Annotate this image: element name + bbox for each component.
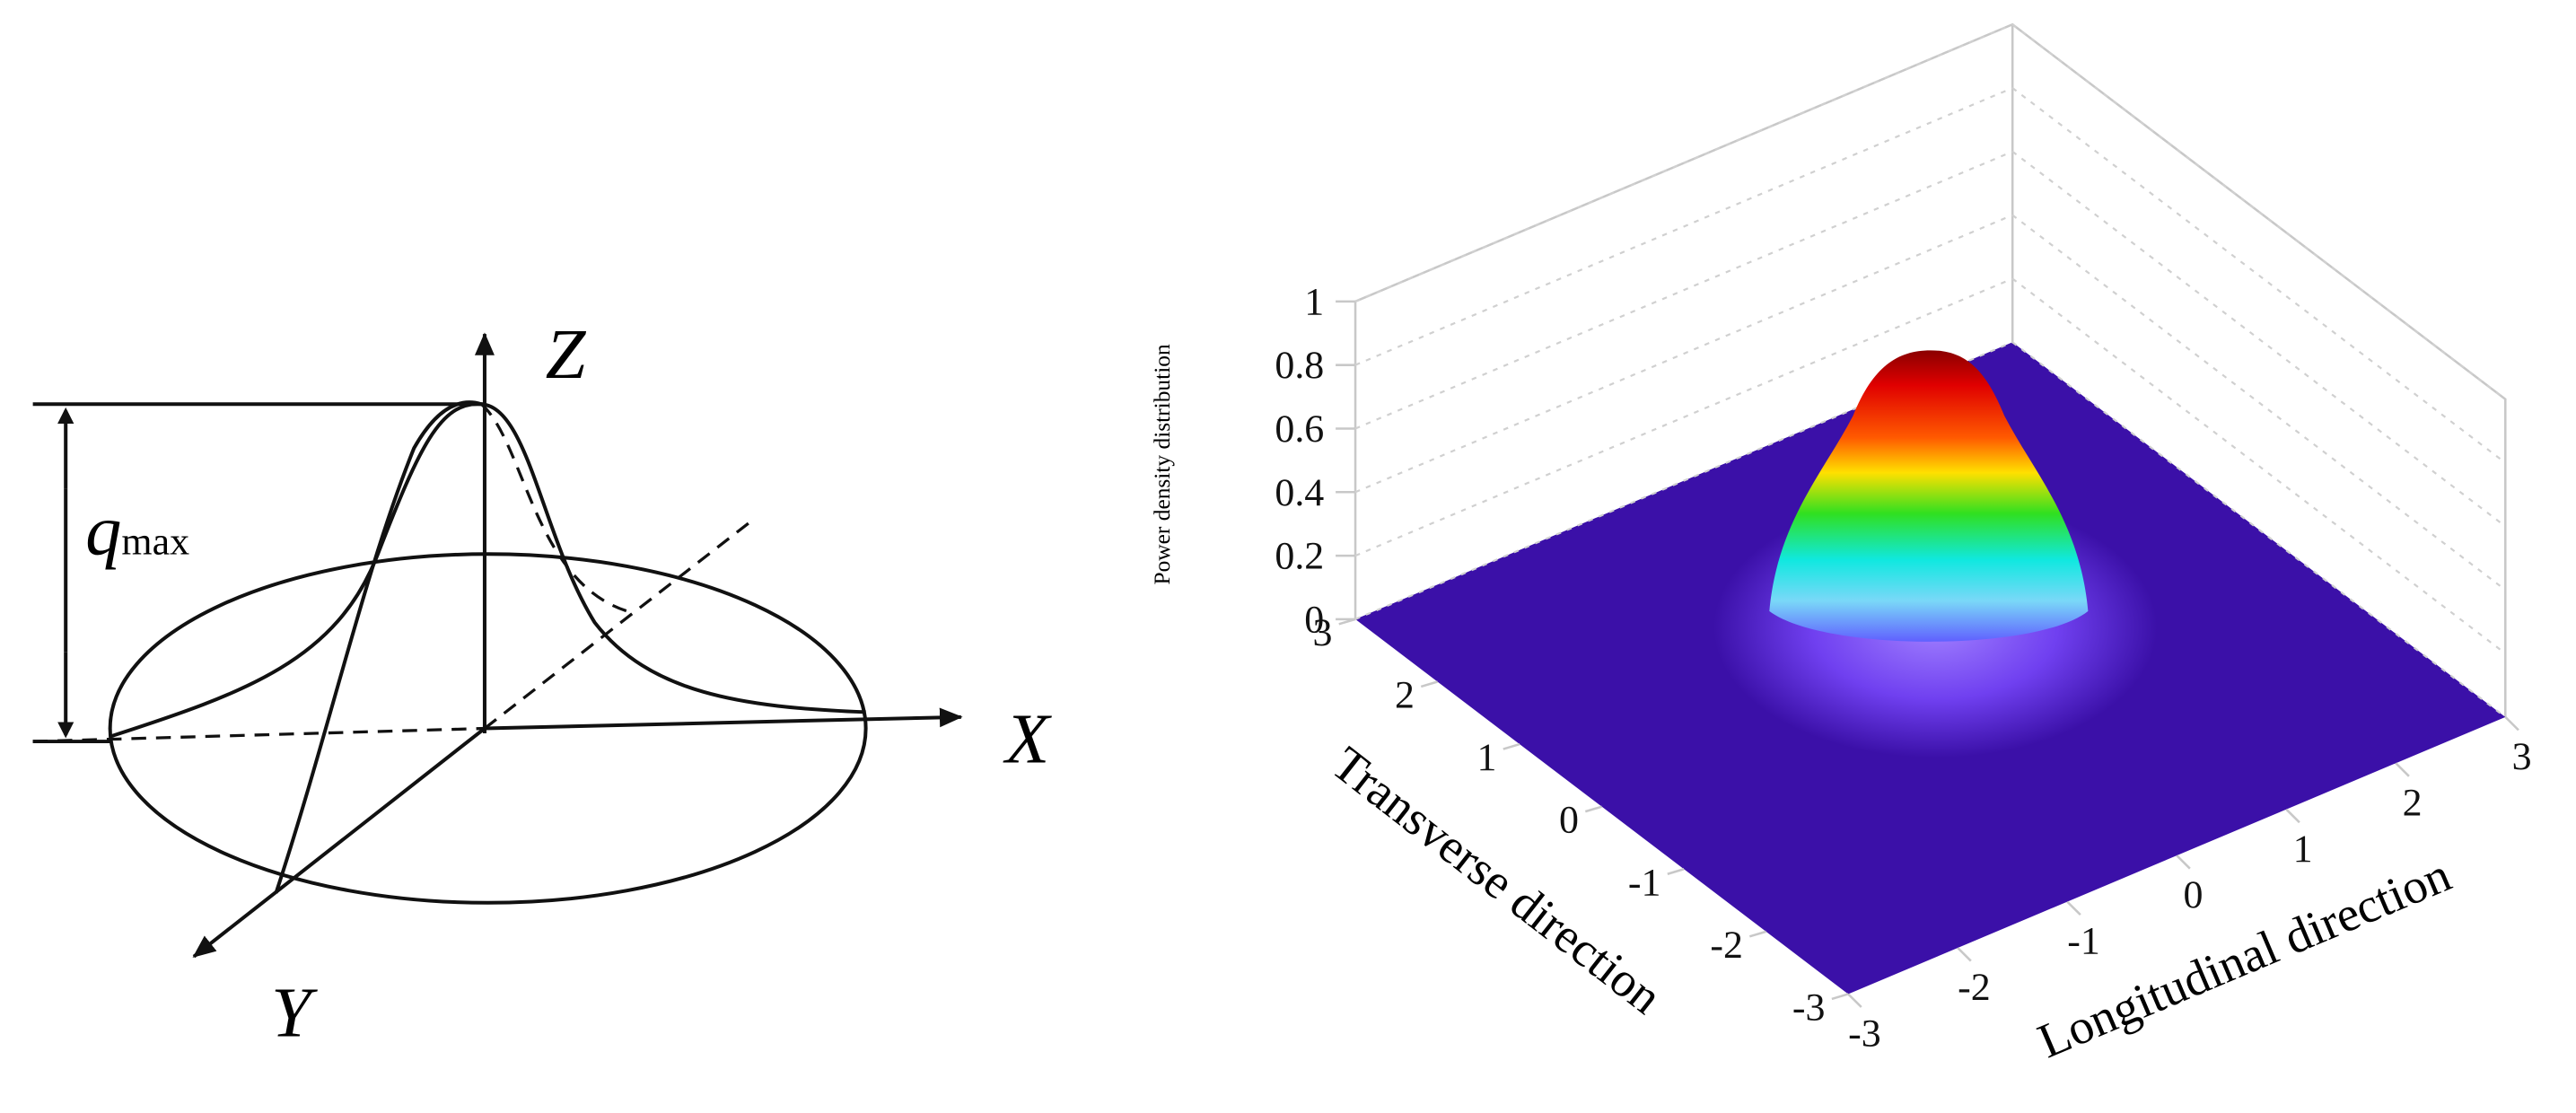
tick-mark [1584,805,1602,813]
y-tick-label: -1 [1628,861,1661,904]
grid-line [1354,277,2013,557]
grid-line [2011,150,2506,528]
grid-line [2011,23,2506,400]
x-tick-label: 2 [2403,782,2423,825]
tick-mark [2504,715,2519,732]
tick-mark [1420,680,1438,688]
grid-line [2011,277,2506,654]
x-tick-label: 1 [2293,828,2313,871]
tick-mark [1831,993,1849,1001]
z-tick-label: 0.2 [1275,535,1324,578]
grid-line [1354,23,2013,302]
grid-line [2011,214,2506,592]
y-tick-label: 3 [1312,611,1332,654]
y-tick-label: -2 [1710,924,1743,967]
z-label: Z [546,315,587,394]
z-tick-label: 0 [1304,599,1324,642]
tick-mark [2066,900,2081,916]
x-tick-label: -3 [1848,1012,1881,1056]
tick-mark [1503,742,1520,750]
z-tick-label: 0.6 [1275,408,1324,451]
grid-line [2011,87,2506,464]
x-axis [484,707,963,731]
tick-mark [1667,868,1685,875]
tick-mark [1847,993,1862,1008]
ellipse [108,552,868,905]
dashed-axis [483,520,752,730]
tick-mark [2395,762,2410,777]
grid-line [2011,341,2506,718]
grid-line [1354,87,2013,366]
surface-plot: 0 0.2 0.4 0.6 0.8 1 -3 -2 -1 0 1 2 3 -3 -2 -1 0 1 2 3 Power… [1149,22,2532,1068]
dashed-curve [480,403,634,615]
x-tick-label: 0 [2184,873,2204,916]
y-tick-label: 1 [1476,736,1496,779]
q-label: qmax [85,492,189,571]
y-tick-label: 0 [1559,799,1579,842]
z-tick-label: 0.8 [1275,344,1324,387]
x-label: X [1003,700,1052,779]
grid-line [1354,214,2013,494]
tick-mark [1748,930,1767,938]
y-tick-label: 2 [1395,674,1415,717]
left-diagram: qmax Z X Y [32,315,1052,1053]
q: q [85,492,121,571]
grid-line [1354,341,2013,620]
y-axis [192,726,486,959]
z-tick-label: 0.4 [1275,471,1324,514]
x-tick-label: -1 [2067,920,2100,963]
tick-mark [1957,947,1972,962]
y-label: Y [271,974,318,1053]
dashed-axis [32,726,486,743]
tick-mark [1338,618,1356,626]
y-tick-label: -3 [1792,986,1826,1030]
peak [1769,350,2089,642]
grid-line [1354,150,2013,430]
tick-mark [2285,808,2300,824]
gauss-curve [274,400,482,894]
x-tick-label: -2 [1958,966,1991,1009]
z-tick-label: 1 [1304,281,1324,324]
gauss-curve [110,402,866,739]
q-subscript: max [121,520,189,563]
tick-mark [2176,854,2191,870]
x-tick-label: 3 [2512,735,2532,778]
z-axis-title: Power density distribution [1149,344,1175,584]
